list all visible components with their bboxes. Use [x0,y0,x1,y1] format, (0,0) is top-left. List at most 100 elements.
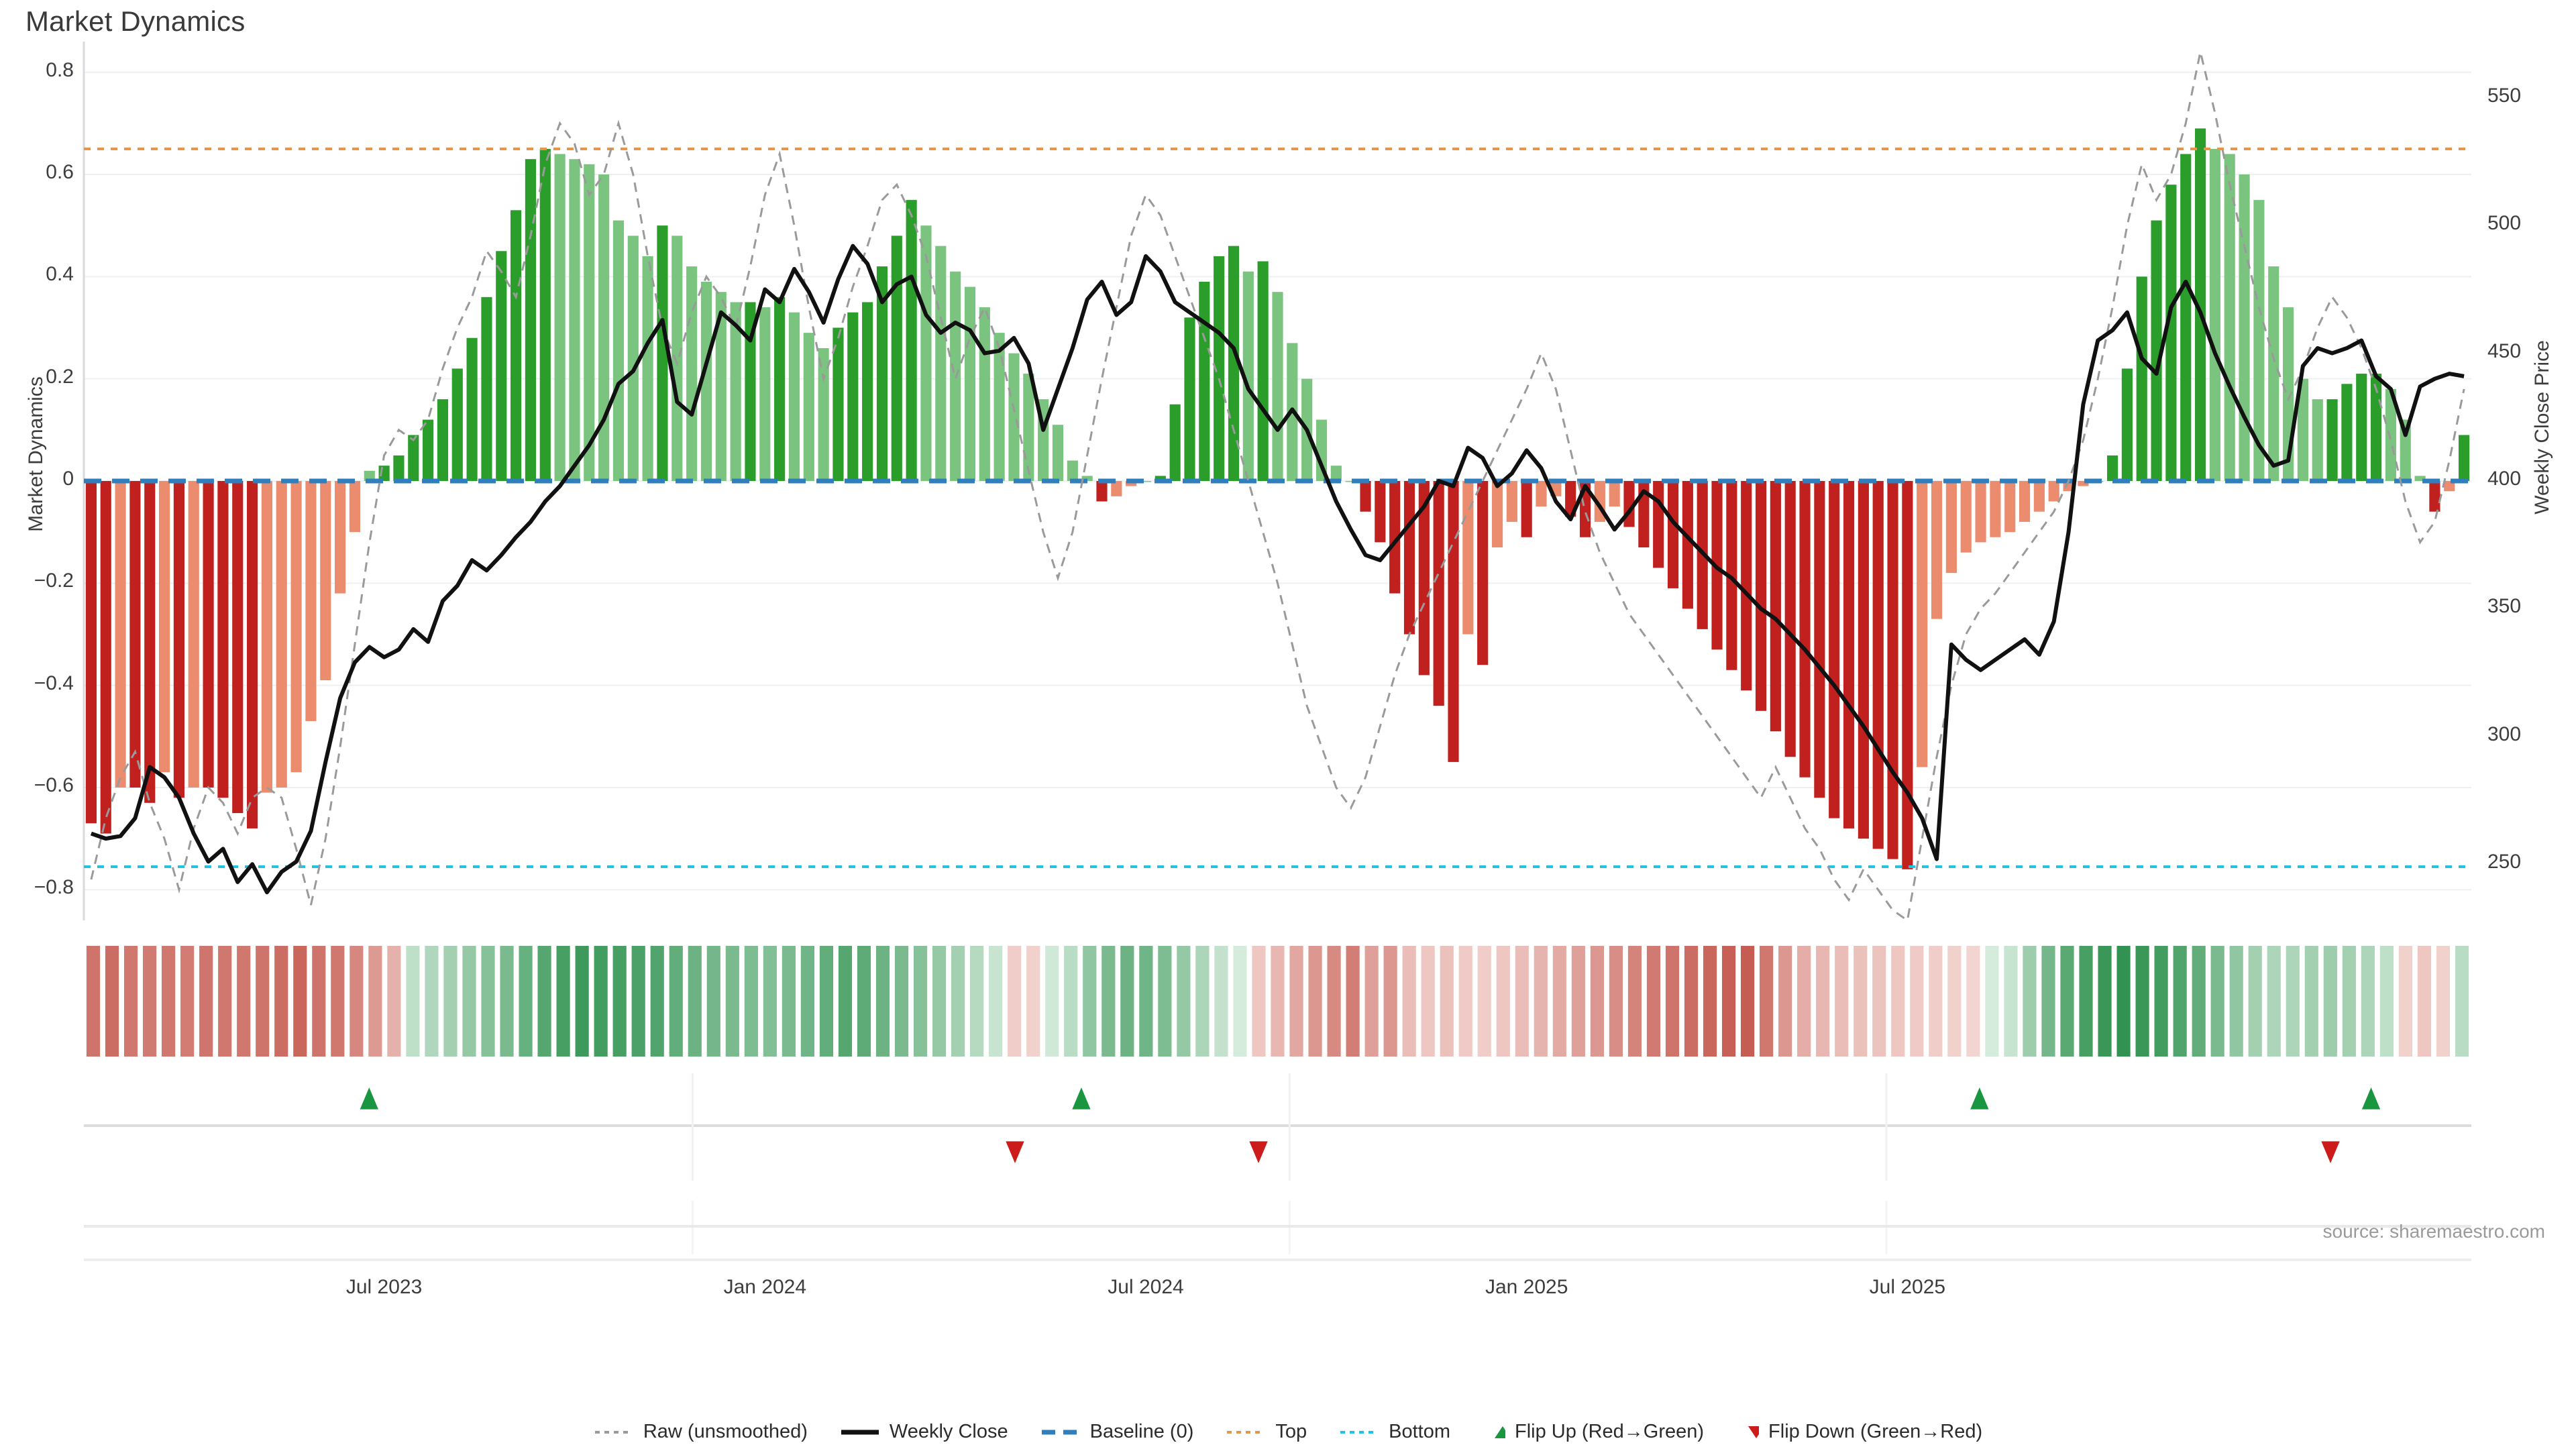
heatmap-cell [2154,946,2168,1057]
heatmap-cell [1534,946,1548,1057]
x-tick: Jul 2023 [345,1276,423,1298]
heatmap-cell [105,946,119,1057]
bar [481,297,492,481]
heatmap-cell [838,946,853,1057]
legend-label: Flip Up (Red→Green) [1515,1421,1705,1442]
heatmap-cell [1308,946,1322,1057]
legend-item-bottom[interactable]: Bottom [1339,1421,1450,1443]
flip-down-marker[interactable] [2321,1141,2340,1163]
heatmap-cell [594,946,608,1057]
legend-item-top[interactable]: Top [1226,1421,1307,1443]
bar [935,246,947,481]
bar [2312,399,2323,481]
bar [423,419,434,481]
heatmap-cell [443,946,458,1057]
bar [1155,476,1166,481]
flip-down-marker[interactable] [1249,1141,1268,1163]
heatmap-cell [425,946,439,1057]
legend-swatch-top [1227,1430,1265,1434]
bar [1214,256,1225,481]
legend-item-baseline-zero[interactable]: Baseline (0) [1040,1421,1194,1443]
bar [657,225,668,481]
x-tick: Jan 2024 [723,1276,807,1298]
legend-label: Baseline (0) [1089,1421,1194,1442]
heatmap-cell [1008,946,1022,1057]
heatmap-cell [1120,946,1134,1057]
legend-item-weekly-close[interactable]: Weekly Close [840,1421,1008,1443]
bar [2444,481,2455,492]
heatmap-cell [1346,946,1360,1057]
legend-item-flip-up[interactable]: Flip Up (Red→Green) [1483,1421,1704,1443]
bar [803,333,814,481]
heatmap-cell [123,946,138,1057]
source-note: source: sharemaestro.com [2322,1221,2545,1242]
raw-unsmoothed-line [90,51,2465,922]
bar [1096,481,1108,502]
heatmap-cell [462,946,476,1057]
heatmap-cell [1458,946,1472,1057]
bar [920,225,932,481]
bar [217,481,229,798]
bar [1360,481,1371,512]
y-tick-left: 0.4 [46,263,74,286]
heatmap-cell [1891,946,1905,1057]
bar [891,235,902,481]
bar [1887,481,1898,859]
heatmap-cell [180,946,195,1057]
heatmap-cell [1721,946,1736,1057]
bar [2400,419,2411,481]
legend-swatch-raw-unsmoothed [594,1430,633,1434]
heatmap-cell [1289,946,1303,1057]
heatmap-cell [331,946,345,1057]
heatmap-cell [951,946,965,1057]
bar [1814,481,1825,798]
bar [1990,481,2001,537]
chart-legend: Raw (unsmoothed) Weekly Close Baseline (0)… [0,1421,2576,1443]
bar [1945,481,1957,574]
bar [700,281,712,481]
flip-up-marker[interactable] [1072,1087,1091,1110]
legend-item-flip-down[interactable]: Flip Down (Green→Red) [1736,1421,1982,1443]
bar [1126,481,1137,486]
legend-swatch-bottom [1340,1430,1379,1434]
heatmap-cell [86,946,101,1057]
bar [906,200,917,481]
bar [642,256,653,481]
heatmap-cell [1026,946,1040,1057]
legend-label: Bottom [1389,1421,1450,1442]
bar [1682,481,1693,609]
heatmap-cell [387,946,401,1057]
heatmap-cell [782,946,796,1057]
heatmap-cell [1910,946,1924,1057]
heatmap-cell [1552,946,1566,1057]
flip-down-marker[interactable] [1006,1141,1024,1163]
bar [1330,466,1342,481]
legend-label: Raw (unsmoothed) [643,1421,808,1442]
bar [612,220,625,481]
bar [276,481,287,788]
bar [1491,481,1503,548]
y-tick-right: 550 [2487,84,2522,107]
heatmap-cell [1158,946,1172,1057]
heatmap-cell [612,946,627,1057]
bar [1067,460,1078,481]
flip-up-marker[interactable] [360,1087,378,1110]
bar [833,327,844,481]
bar [349,481,361,533]
bar [1960,481,1972,553]
bar [1272,292,1283,481]
heatmap-cell [1083,946,1097,1057]
bar [1799,481,1811,777]
flip-up-marker[interactable] [2361,1087,2381,1110]
heatmap-cell [2041,946,2055,1057]
heatmap-cell [406,946,420,1057]
bar [672,235,683,481]
heatmap-cell [2398,946,2413,1057]
flip-up-marker[interactable] [1970,1087,1989,1110]
bar [788,312,800,481]
bar [2194,128,2206,481]
heatmap-cell [1045,946,1059,1057]
legend-item-raw-unsmoothed[interactable]: Raw (unsmoothed) [594,1421,808,1443]
heatmap-cell [556,946,570,1057]
